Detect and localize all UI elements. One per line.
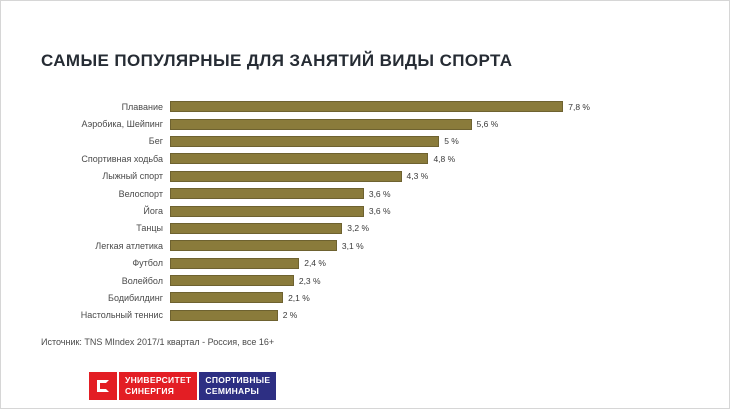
- synergy-glyph-icon: [97, 380, 109, 392]
- value-label: 3,1 %: [341, 240, 364, 251]
- bar-row: Волейбол 2,3 %: [41, 272, 701, 289]
- bar-row: Бег 5 %: [41, 133, 701, 150]
- bar-track: 3,1 %: [170, 240, 590, 252]
- value-label: 4,3 %: [406, 171, 429, 182]
- bar-row: Настольный теннис 2 %: [41, 307, 701, 324]
- bar-row: Лыжный спорт 4,3 %: [41, 168, 701, 185]
- category-label: Бег: [148, 136, 163, 147]
- bar-track: 3,6 %: [170, 205, 590, 217]
- bar: [170, 309, 278, 321]
- bar: [170, 188, 364, 200]
- bar-row: Легкая атлетика 3,1 %: [41, 237, 701, 254]
- category-label: Аэробика, Шейпинг: [81, 119, 163, 130]
- category-label: Лыжный спорт: [102, 171, 163, 182]
- category-label: Танцы: [136, 223, 163, 234]
- category-label: Футбол: [132, 258, 163, 269]
- logo-line-university: УНИВЕРСИТЕТ: [125, 375, 192, 386]
- synergy-logo: УНИВЕРСИТЕТ СИНЕРГИЯ СПОРТИВНЫЕ СЕМИНАРЫ: [89, 372, 277, 400]
- category-label: Плавание: [121, 101, 163, 112]
- value-label: 3,6 %: [368, 188, 391, 199]
- bar-track: 7,8 %: [170, 101, 590, 113]
- bar: [170, 240, 337, 252]
- bar-track: 4,8 %: [170, 153, 590, 165]
- value-label: 5 %: [444, 136, 459, 147]
- source-text: Источник: TNS MIndex 2017/1 квартал - Ро…: [41, 337, 275, 347]
- bar-row: Бодибилдинг 2,1 %: [41, 289, 701, 306]
- value-label: 3,6 %: [368, 206, 391, 217]
- bar-row: Аэробика, Шейпинг 5,6 %: [41, 115, 701, 132]
- bar-row: Плавание 7,8 %: [41, 98, 701, 115]
- page-title: САМЫЕ ПОПУЛЯРНЫЕ ДЛЯ ЗАНЯТИЙ ВИДЫ СПОРТА: [41, 51, 513, 70]
- bar: [170, 118, 472, 130]
- value-label: 4,8 %: [433, 153, 456, 164]
- category-label: Волейбол: [121, 275, 163, 286]
- bar-track: 5,6 %: [170, 118, 590, 130]
- bar-row: Велоспорт 3,6 %: [41, 185, 701, 202]
- bar-row: Спортивная ходьба 4,8 %: [41, 150, 701, 167]
- value-label: 3,2 %: [347, 223, 370, 234]
- bar-row: Йога 3,6 %: [41, 202, 701, 219]
- bar-track: 5 %: [170, 135, 590, 147]
- bar-track: 2 %: [170, 309, 590, 321]
- bar-chart: Плавание 7,8 % Аэробика, Шейпинг 5,6 % Бег 5 …: [41, 98, 701, 324]
- category-label: Спортивная ходьба: [81, 153, 163, 164]
- value-label: 2,3 %: [298, 275, 321, 286]
- logo-line-seminars: СЕМИНАРЫ: [205, 386, 260, 396]
- value-label: 2 %: [282, 310, 298, 321]
- bar: [170, 170, 402, 182]
- category-label: Велоспорт: [118, 188, 163, 199]
- category-label: Йога: [143, 206, 163, 217]
- bar-track: 2,1 %: [170, 292, 590, 304]
- bar-track: 3,6 %: [170, 188, 590, 200]
- bar-track: 2,3 %: [170, 275, 590, 287]
- category-label: Настольный теннис: [80, 310, 163, 321]
- logo-line-synergy: СИНЕРГИЯ: [125, 386, 175, 396]
- bar: [170, 101, 564, 113]
- value-label: 2,1 %: [288, 292, 310, 303]
- bar: [170, 222, 343, 234]
- category-label: Легкая атлетика: [95, 240, 163, 251]
- bar: [170, 205, 364, 217]
- logo-seminars-block: СПОРТИВНЫЕ СЕМИНАРЫ: [199, 372, 277, 400]
- bar-row: Танцы 3,2 %: [41, 220, 701, 237]
- synergy-logo-icon: [89, 372, 117, 400]
- logo-university-block: УНИВЕРСИТЕТ СИНЕРГИЯ: [119, 372, 198, 400]
- category-label: Бодибилдинг: [108, 292, 163, 303]
- bar: [170, 135, 440, 147]
- bar: [170, 292, 284, 304]
- value-label: 5,6 %: [476, 119, 499, 130]
- value-label: 2,4 %: [304, 258, 326, 269]
- bar-rows: Плавание 7,8 % Аэробика, Шейпинг 5,6 % Бег 5 …: [41, 98, 701, 324]
- value-label: 7,8 %: [568, 101, 590, 112]
- bar: [170, 275, 294, 287]
- bar: [170, 153, 429, 165]
- logo-line-sport: СПОРТИВНЫЕ: [205, 375, 271, 386]
- bar-track: 4,3 %: [170, 170, 590, 182]
- bar: [170, 257, 300, 269]
- bar-track: 3,2 %: [170, 222, 590, 234]
- bar-row: Футбол 2,4 %: [41, 255, 701, 272]
- bar-track: 2,4 %: [170, 257, 590, 269]
